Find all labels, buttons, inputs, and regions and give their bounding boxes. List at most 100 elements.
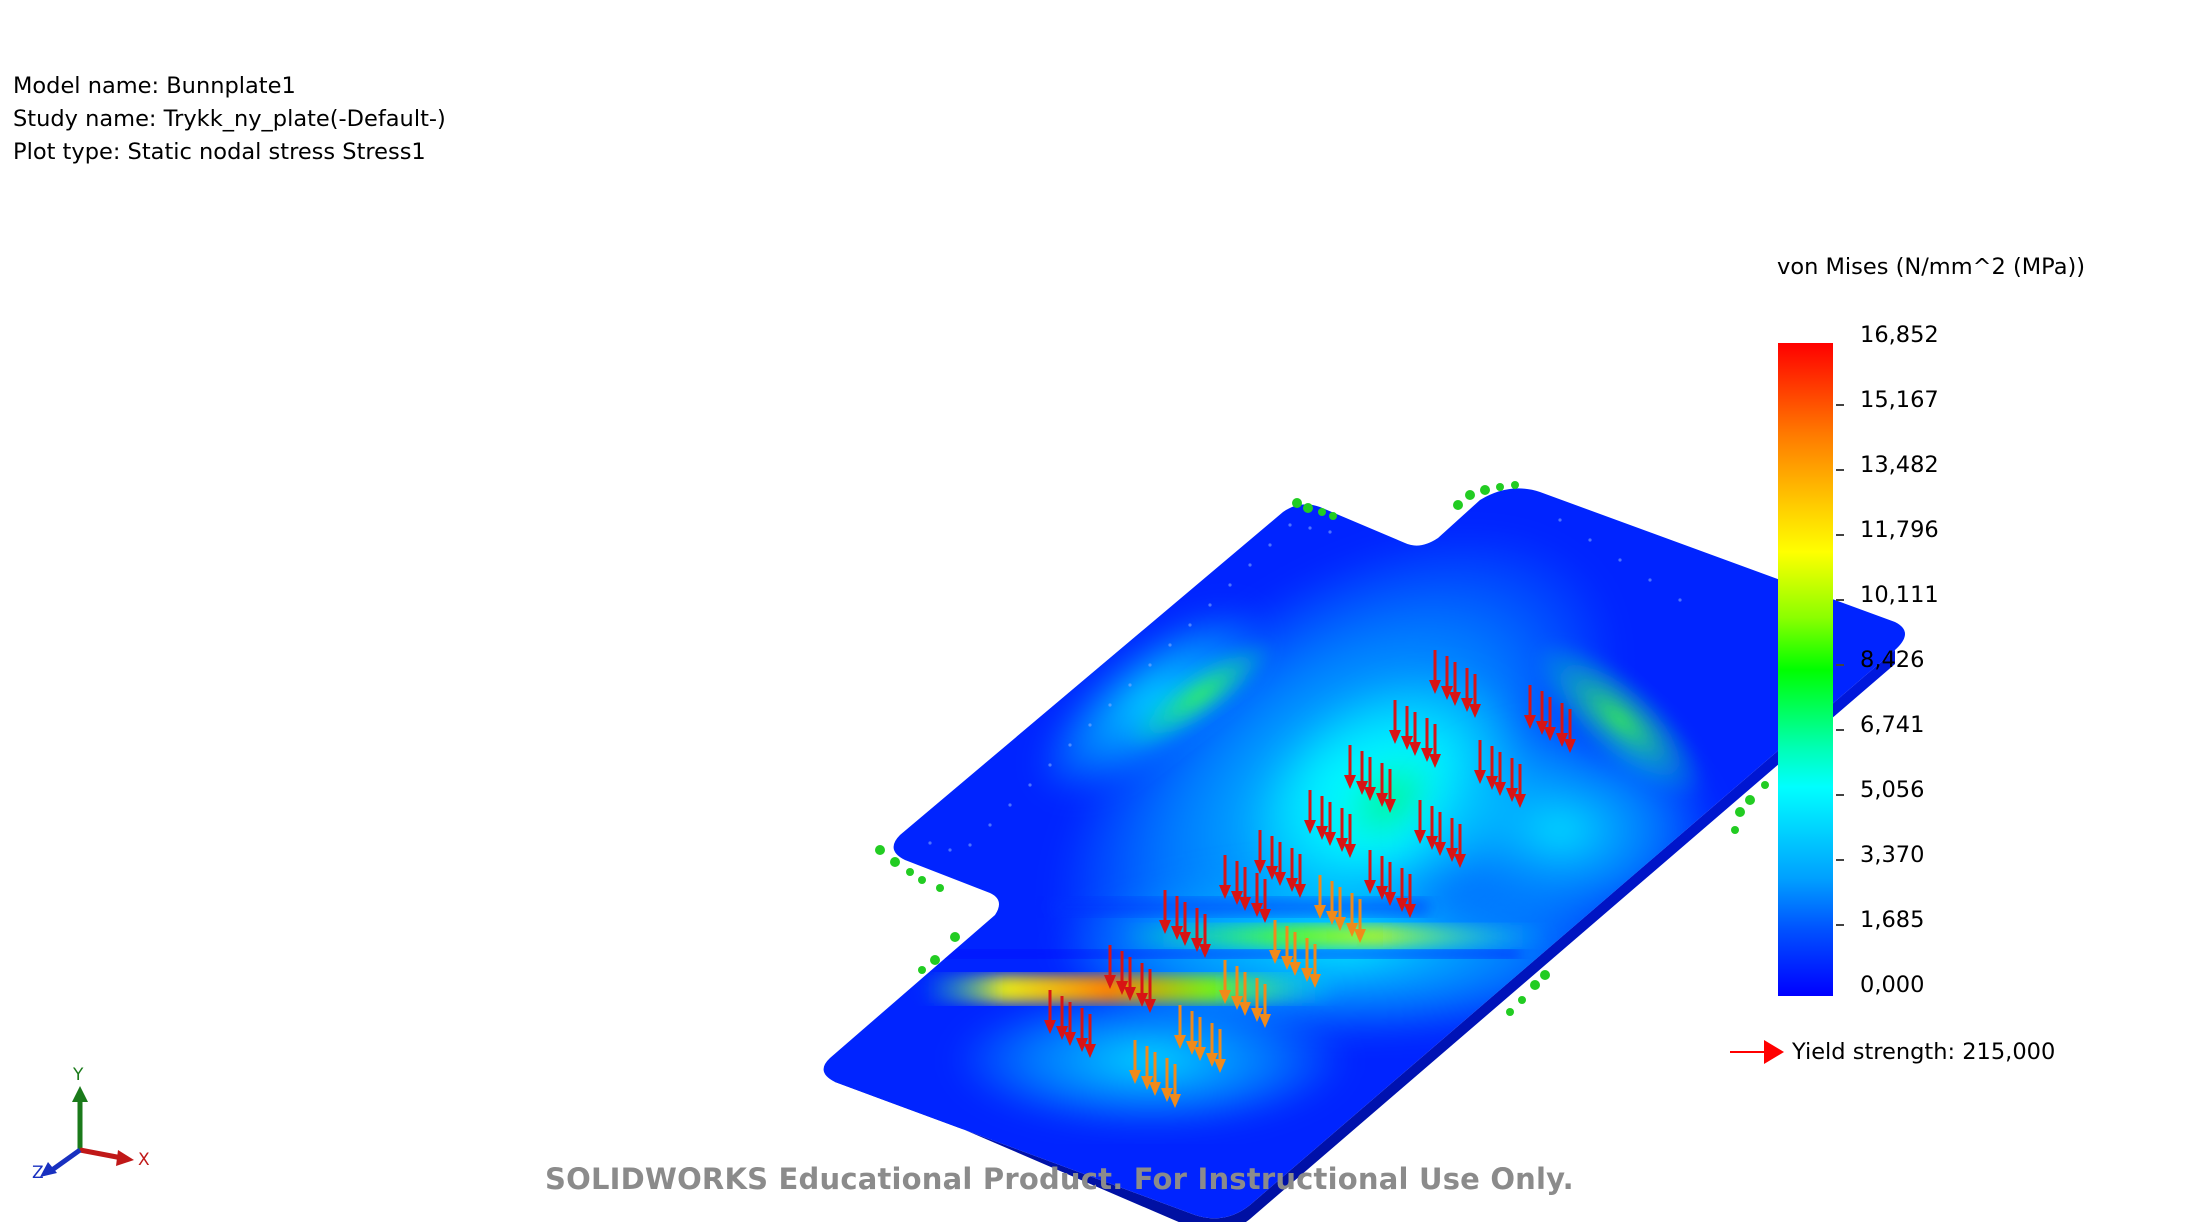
study-name-text: Study name: Trykk_ny_plate(-Default-) [13,106,446,132]
load-arrow-head [1064,1032,1076,1046]
load-arrow-head [1364,787,1376,801]
load-arrow-head [1426,836,1438,850]
load-arrow-head [1286,878,1298,892]
load-arrow-head [1149,1082,1161,1096]
load-arrow-head [1171,926,1183,940]
legend-tick-label: 0,000 [1860,972,1925,998]
yield-strength-indicator: Yield strength: 215,000 [1730,1038,2055,1066]
load-arrow-head [1384,799,1396,813]
load-arrow-head [1441,686,1453,700]
fixture-markers [875,481,1769,1016]
legend-tick-label: 13,482 [1860,452,1939,478]
legend-tick-label: 10,111 [1860,582,1939,608]
legend-tick-label: 8,426 [1860,647,1925,673]
model-name-text: Model name: Bunnplate1 [13,73,296,99]
legend-tick-label: 3,370 [1860,842,1925,868]
load-arrow-head [1161,1088,1173,1102]
load-arrow-head [1144,999,1156,1013]
load-arrow-head [1259,909,1271,923]
plate-model [823,488,1905,1222]
legend-tick-mark [1836,924,1844,926]
load-arrow-head [1354,929,1366,943]
load-arrow-head [1334,917,1346,931]
yield-arrow-icon [1730,1040,1784,1064]
load-arrow-head [1174,1035,1186,1049]
legend-tick-mark [1836,859,1844,861]
load-arrow-head [1344,775,1356,789]
load-arrow-head [1084,1044,1096,1058]
legend-colorbar [1778,343,1833,996]
load-arrow-head [1429,680,1441,694]
load-arrow-head [1316,826,1328,840]
load-arrow-head [1344,844,1356,858]
load-arrow-head [1179,932,1191,946]
legend-tick-label: 5,056 [1860,777,1925,803]
study-info: Model name: Bunnplate1 Study name: Trykk… [13,70,446,169]
load-arrow-head [1564,739,1576,753]
load-arrow-head [1364,880,1376,894]
axis-y-label: Y [72,1065,84,1085]
legend-tick-mark [1836,534,1844,536]
load-arrow-head [1434,842,1446,856]
load-arrow-head [1536,721,1548,735]
load-arrow-head [1251,903,1263,917]
load-arrow-head [1231,891,1243,905]
legend-tick-label: 16,852 [1860,322,1939,348]
plot-type-text: Plot type: Static nodal stress Stress1 [13,139,426,165]
load-arrow-head [1056,1026,1068,1040]
yield-strength-label: Yield strength: 215,000 [1792,1039,2056,1065]
load-arrow-head [1104,975,1116,989]
load-arrow-head [1219,885,1231,899]
load-arrow-head [1159,920,1171,934]
load-arrow-head [1136,993,1148,1007]
load-arrow-head [1396,898,1408,912]
load-arrow-head [1454,854,1466,868]
load-arrow-head [1494,782,1506,796]
load-arrow-head [1129,1070,1141,1084]
legend-tick-mark [1836,469,1844,471]
load-arrow-head [1044,1020,1056,1034]
axis-z-label: Z [32,1163,44,1180]
load-arrow-head [1506,788,1518,802]
legend-tick-mark [1836,729,1844,731]
load-arrow-head [1514,794,1526,808]
load-arrow-head [1401,736,1413,750]
load-arrow-head [1199,944,1211,958]
load-arrow-head [1414,830,1426,844]
legend-tick-label: 6,741 [1860,712,1925,738]
legend-title: von Mises (N/mm^2 (MPa)) [1777,254,2086,280]
load-arrow-head [1469,704,1481,718]
load-arrow-head [1231,996,1243,1010]
load-arrow-head [1206,1053,1218,1067]
load-arrow-head [1409,742,1421,756]
legend-tick-mark [1836,599,1844,601]
load-arrow-head [1474,770,1486,784]
load-arrow-head [1301,968,1313,982]
load-arrow-head [1421,748,1433,762]
load-arrow-head [1266,866,1278,880]
load-arrow-head [1389,730,1401,744]
load-arrow-head [1186,1041,1198,1055]
legend-tick-label: 1,685 [1860,907,1925,933]
axis-triad: Y X Z [32,1065,150,1180]
load-arrow-head [1356,781,1368,795]
load-arrow-head [1254,860,1266,874]
legend-tick-mark [1836,794,1844,796]
load-arrow-head [1289,962,1301,976]
load-arrow-head [1219,990,1231,1004]
load-arrow-head [1214,1059,1226,1073]
load-arrow-head [1169,1094,1181,1108]
load-arrow-head [1429,754,1441,768]
load-arrow-head [1116,981,1128,995]
load-arrow-head [1269,950,1281,964]
load-arrow-head [1376,793,1388,807]
load-arrow-head [1141,1076,1153,1090]
load-arrow-head [1274,872,1286,886]
load-arrow-head [1294,884,1306,898]
load-arrow-head [1194,1047,1206,1061]
load-arrow-head [1239,897,1251,911]
load-arrow-head [1239,1002,1251,1016]
load-arrow-head [1446,848,1458,862]
load-arrow-head [1556,733,1568,747]
